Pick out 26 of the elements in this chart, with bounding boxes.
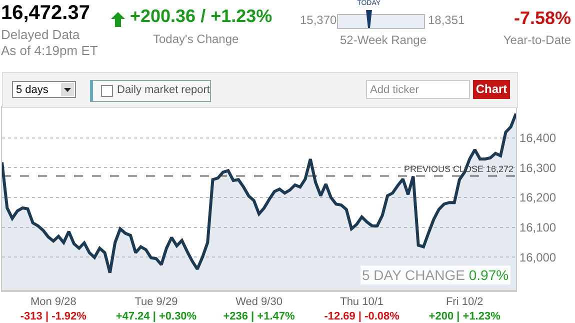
text-field[interactable]: Add ticker: [366, 80, 470, 99]
text: Today's Change: [153, 32, 239, 46]
y-tick-label: 16,200: [519, 190, 556, 205]
text: 15,370: [300, 13, 337, 27]
annotation: 5 DAY CHANGE: [362, 267, 465, 283]
dropdown[interactable]: 5 days: [12, 81, 76, 98]
x-tick-label: Mon 9/28 -313 | -1.92%: [20, 296, 87, 322]
text: As of 4:19pm ET: [1, 43, 98, 58]
text: 52-Week Range: [340, 33, 426, 47]
y-tick-label: 16,300: [519, 160, 556, 175]
text: Delayed Data: [1, 27, 80, 42]
text: 16,472.37: [1, 2, 90, 25]
x-tick-label: Thu 10/1 -12.69 | -0.08%: [324, 296, 400, 322]
checkbox[interactable]: Daily market report: [90, 80, 211, 102]
y-tick-label: 16,100: [519, 220, 556, 235]
x-tick-label: Tue 9/29 +47.24 | +0.30%: [116, 296, 197, 322]
y-tick-label: 16,400: [519, 131, 556, 146]
x-tick-label: Fri 10/2 +200 | +1.23%: [428, 296, 501, 322]
y-tick-label: 16,000: [519, 250, 556, 264]
text: Year-to-Date: [503, 33, 571, 47]
annotation: 0.97%: [468, 267, 509, 283]
text: 18,351: [428, 13, 465, 27]
text: -7.58%: [514, 8, 571, 29]
text: +200.36 / +1.23%: [130, 6, 272, 27]
button[interactable]: Chart: [473, 80, 510, 99]
x-tick-label: Wed 9/30 +236 | +1.47%: [223, 296, 296, 322]
